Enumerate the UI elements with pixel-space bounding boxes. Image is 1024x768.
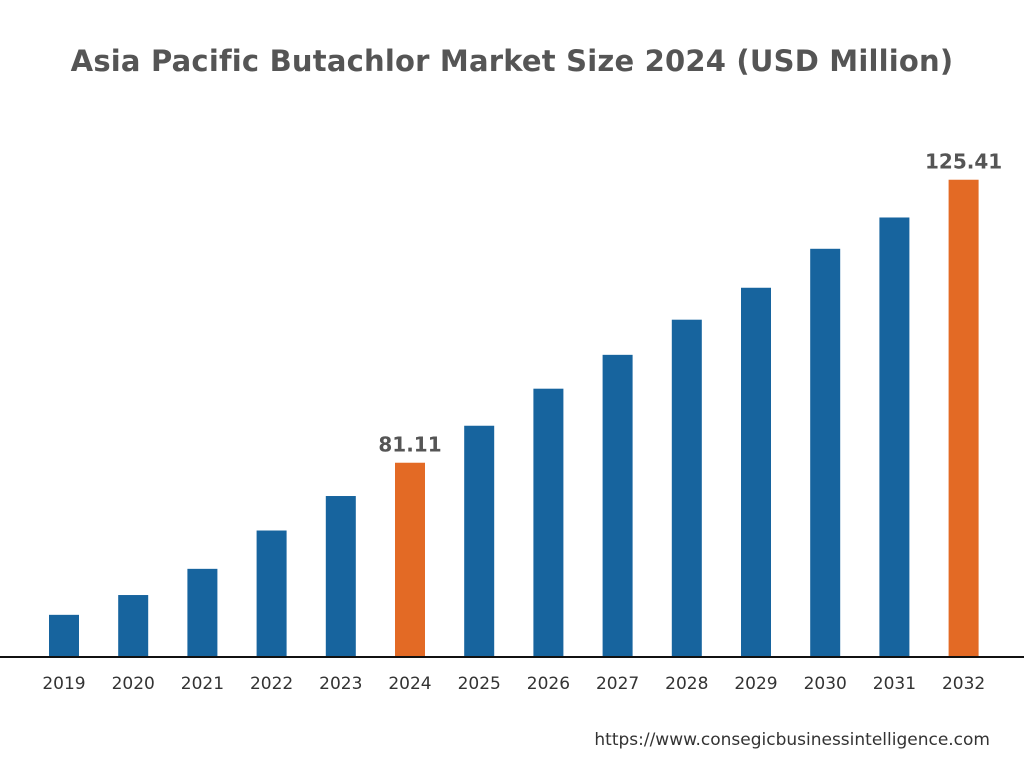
bar-2019 [49,614,79,657]
bar-2022 [256,530,287,657]
x-tick-label: 2026 [527,674,570,694]
x-tick-label: 2024 [388,674,431,694]
data-label-2024: 81.11 [378,433,441,457]
x-tick-label: 2022 [250,674,293,694]
bar-2026 [533,388,564,657]
x-tick-label: 2025 [458,674,501,694]
data-label-2032: 125.41 [925,150,1002,174]
bar-2024 [395,462,425,657]
x-tick-label: 2029 [734,674,777,694]
x-tick-label: 2032 [942,674,985,694]
bar-2021 [187,568,218,657]
bar-2020 [118,595,149,657]
x-tick-label: 2030 [804,674,847,694]
x-tick-label: 2028 [665,674,708,694]
x-tick-label: 2020 [112,674,155,694]
bar-2028 [671,319,702,657]
x-tick-label: 2019 [42,674,85,694]
x-tick-label: 2027 [596,674,639,694]
bar-2027 [602,354,633,657]
bar-2025 [464,425,495,657]
bar-2031 [879,217,910,657]
chart-title: Asia Pacific Butachlor Market Size 2024 … [70,44,954,78]
x-tick-label: 2021 [181,674,224,694]
bar-chart: 2019 2020 2021 2022 2023 2024 81.11 2025 2026 202… [0,150,1024,694]
x-tick-label: 2031 [873,674,916,694]
source-url[interactable]: https://www.consegicbusinessintelligence… [594,730,990,750]
x-tick-label: 2023 [319,674,362,694]
bar-2032 [948,179,979,657]
bar-2029 [741,287,771,657]
bar-2030 [810,248,841,657]
bar-2023 [325,496,356,657]
